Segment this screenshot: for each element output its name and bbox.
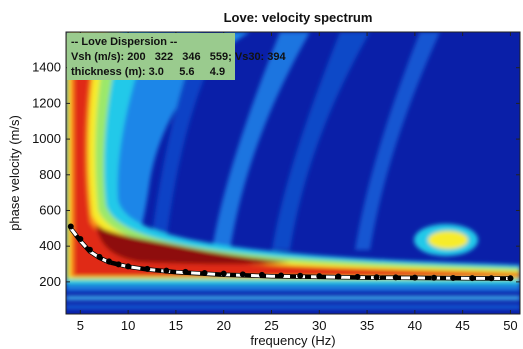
- dispersion-point: [373, 274, 380, 281]
- heatmap-ridge-stripe: [355, 32, 440, 250]
- dispersion-point: [258, 271, 265, 278]
- dispersion-point: [392, 274, 399, 281]
- dispersion-point: [430, 274, 437, 281]
- dispersion-point: [86, 246, 93, 253]
- heatmap-ridge-stripe: [150, 32, 225, 250]
- x-tick-label: 15: [169, 318, 183, 333]
- dispersion-point: [67, 223, 74, 230]
- dispersion-point: [77, 236, 84, 243]
- dispersion-point: [450, 274, 457, 281]
- plot-frame: [65, 31, 521, 315]
- legend-thickness-line: thickness (m): 3.0 5.6 4.9: [71, 66, 225, 78]
- y-axis-label: phase velocity (m/s): [7, 115, 22, 231]
- dispersion-point: [297, 272, 304, 279]
- y-tick-label: 1400: [32, 60, 61, 75]
- x-tick-label: 30: [312, 318, 326, 333]
- x-axis-ticks: 5 10 15 20 25 30 35 40 45 50: [77, 32, 518, 333]
- dispersion-point: [507, 275, 514, 282]
- dispersion-point: [469, 275, 476, 282]
- y-tick-label: 400: [39, 238, 61, 253]
- heatmap-secondary-blob-inner: [428, 231, 468, 249]
- legend-title: -- Love Dispersion --: [71, 36, 178, 48]
- legend-velocity-line: Vsh (m/s): 200 322 346 559; Vs30: 394: [71, 51, 287, 63]
- legend-box: -- Love Dispersion -- Vsh (m/s): 200 322…: [67, 33, 287, 80]
- x-axis-label: frequency (Hz): [250, 333, 335, 348]
- dispersion-point: [354, 273, 361, 280]
- dispersion-point: [220, 270, 227, 277]
- x-tick-label: 45: [455, 318, 469, 333]
- heatmap-low-band: [66, 296, 520, 300]
- y-tick-label: 200: [39, 274, 61, 289]
- x-tick-label: 20: [216, 318, 230, 333]
- heatmap-low-band: [66, 286, 520, 291]
- heatmap-max-region: [96, 225, 290, 265]
- heatmap-ridge-stripe: [212, 32, 310, 250]
- dispersion-point: [163, 267, 170, 274]
- dispersion-point: [144, 265, 151, 272]
- dispersion-point: [316, 273, 323, 280]
- x-tick-label: 10: [121, 318, 135, 333]
- dispersion-point: [106, 258, 113, 265]
- y-tick-label: 800: [39, 167, 61, 182]
- dispersion-point: [96, 253, 103, 260]
- x-tick-label: 25: [264, 318, 278, 333]
- heatmap-ridge-stripe: [272, 32, 370, 250]
- dispersion-point: [411, 274, 418, 281]
- dispersion-point: [239, 271, 246, 278]
- chart-title: Love: velocity spectrum: [224, 10, 373, 25]
- y-tick-label: 1200: [32, 95, 61, 110]
- dispersion-point: [182, 268, 189, 275]
- dispersion-point: [115, 261, 122, 268]
- dispersion-point: [335, 273, 342, 280]
- heatmap-low-band: [66, 305, 520, 309]
- x-tick-label: 40: [408, 318, 422, 333]
- dispersion-curves: [67, 223, 514, 282]
- x-tick-label: 50: [503, 318, 517, 333]
- dispersion-point: [278, 272, 285, 279]
- x-tick-label: 5: [77, 318, 84, 333]
- legend-background: [67, 33, 235, 80]
- y-tick-label: 600: [39, 202, 61, 217]
- dashed-dispersion-curve: [69, 227, 511, 280]
- y-tick-label: 1000: [32, 131, 61, 146]
- dispersion-point: [201, 269, 208, 276]
- dispersion-point: [488, 275, 495, 282]
- dispersion-point: [125, 263, 132, 270]
- x-tick-label: 35: [360, 318, 374, 333]
